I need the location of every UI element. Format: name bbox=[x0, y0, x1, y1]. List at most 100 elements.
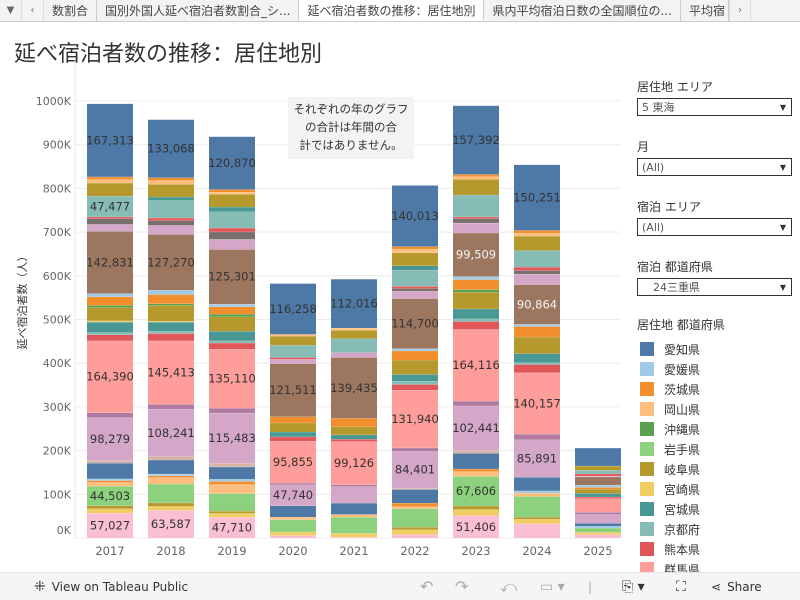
bar-segment[interactable] bbox=[209, 206, 255, 212]
bar-segment[interactable] bbox=[87, 513, 133, 538]
bar-segment[interactable] bbox=[209, 340, 255, 343]
filter-dropdown[interactable]: (All) ▼ bbox=[637, 218, 792, 236]
bar-segment[interactable] bbox=[87, 196, 133, 217]
bar-segment[interactable] bbox=[148, 322, 194, 332]
tab-2[interactable]: 国別外国人延べ宿泊者数割合_シ... bbox=[97, 0, 300, 21]
bar-segment[interactable] bbox=[453, 276, 499, 280]
bar-segment[interactable] bbox=[87, 296, 133, 306]
bar-segment[interactable] bbox=[87, 482, 133, 487]
bar-segment[interactable] bbox=[270, 436, 316, 442]
bar-segment[interactable] bbox=[392, 534, 438, 538]
bar-segment[interactable] bbox=[514, 364, 560, 373]
bar-segment[interactable] bbox=[87, 179, 133, 183]
bar-segment[interactable] bbox=[148, 502, 194, 507]
legend-item[interactable]: 岡山県 bbox=[637, 399, 792, 419]
bar-segment[interactable] bbox=[209, 316, 255, 332]
bar-segment[interactable] bbox=[392, 249, 438, 253]
bar-segment[interactable] bbox=[514, 362, 560, 365]
bar-segment[interactable] bbox=[270, 483, 316, 485]
bar-segment[interactable] bbox=[270, 283, 316, 335]
legend-item[interactable]: 愛知県 bbox=[637, 339, 792, 359]
bar-segment[interactable] bbox=[209, 192, 255, 195]
bar-segment[interactable] bbox=[270, 363, 316, 417]
bar-segment[interactable] bbox=[87, 480, 133, 483]
bar-segment[interactable] bbox=[392, 291, 438, 299]
bar-segment[interactable] bbox=[392, 451, 438, 489]
bar-segment[interactable] bbox=[148, 303, 194, 306]
bar-segment[interactable] bbox=[575, 485, 621, 488]
bar-segment[interactable] bbox=[575, 465, 621, 471]
bar-segment[interactable] bbox=[331, 418, 377, 427]
bar-segment[interactable] bbox=[148, 217, 194, 221]
bar-segment[interactable] bbox=[270, 416, 316, 423]
bar-segment[interactable] bbox=[453, 216, 499, 219]
filter-dropdown[interactable]: (All) ▼ bbox=[637, 158, 792, 176]
bar-segment[interactable] bbox=[392, 265, 438, 271]
bar-segment[interactable] bbox=[392, 270, 438, 287]
bar-segment[interactable] bbox=[87, 460, 133, 464]
bar-segment[interactable] bbox=[331, 486, 377, 504]
bar-segment[interactable] bbox=[148, 475, 194, 478]
bar-segment[interactable] bbox=[575, 470, 621, 474]
bar-segment[interactable] bbox=[209, 479, 255, 482]
bar-segment[interactable] bbox=[331, 517, 377, 534]
bar-segment[interactable] bbox=[148, 290, 194, 295]
bar-segment[interactable] bbox=[453, 289, 499, 293]
bar-segment[interactable] bbox=[453, 318, 499, 322]
bar-segment[interactable] bbox=[575, 496, 621, 499]
bar-segment[interactable] bbox=[148, 331, 194, 334]
revert-icon[interactable]: ⤺ bbox=[500, 576, 518, 596]
bar-segment[interactable] bbox=[148, 404, 194, 410]
bar-segment[interactable] bbox=[453, 401, 499, 406]
tab-1[interactable]: 数割合 bbox=[44, 0, 98, 21]
bar-segment[interactable] bbox=[209, 481, 255, 485]
bar-segment[interactable] bbox=[87, 478, 133, 481]
bar-segment[interactable] bbox=[514, 284, 560, 325]
bar-segment[interactable] bbox=[209, 211, 255, 228]
bar-segment[interactable] bbox=[270, 505, 316, 518]
bar-segment[interactable] bbox=[392, 380, 438, 385]
tab-3-active[interactable]: 延べ宿泊者数の推移：居住地別 bbox=[299, 0, 485, 21]
bar-segment[interactable] bbox=[148, 234, 194, 291]
bar-segment[interactable] bbox=[87, 218, 133, 225]
bar-segment[interactable] bbox=[514, 270, 560, 275]
bar-segment[interactable] bbox=[575, 475, 621, 477]
bar-segment[interactable] bbox=[514, 324, 560, 327]
bar-segment[interactable] bbox=[148, 119, 194, 178]
bar-segment[interactable] bbox=[209, 136, 255, 190]
bar-segment[interactable] bbox=[209, 484, 255, 494]
bar-segment[interactable] bbox=[148, 177, 194, 181]
bar-segment[interactable] bbox=[575, 534, 621, 538]
bar-segment[interactable] bbox=[148, 305, 194, 322]
bar-segment[interactable] bbox=[87, 322, 133, 333]
bar-segment[interactable] bbox=[270, 519, 316, 532]
bar-segment[interactable] bbox=[575, 489, 621, 494]
bar-segment[interactable] bbox=[331, 426, 377, 435]
bar-segment[interactable] bbox=[148, 200, 194, 218]
bar-segment[interactable] bbox=[148, 510, 194, 538]
tab-5[interactable]: 平均宿 bbox=[681, 0, 729, 21]
bar-segment[interactable] bbox=[148, 483, 194, 503]
bar-segment[interactable] bbox=[331, 330, 377, 339]
bar-segment[interactable] bbox=[148, 459, 194, 474]
bar-segment[interactable] bbox=[209, 463, 255, 467]
bar-segment[interactable] bbox=[514, 230, 560, 233]
bar-segment[interactable] bbox=[453, 222, 499, 233]
bar-segment[interactable] bbox=[209, 331, 255, 341]
bar-segment[interactable] bbox=[270, 359, 316, 364]
bar-segment[interactable] bbox=[209, 513, 255, 518]
bar-segment[interactable] bbox=[514, 492, 560, 497]
bar-segment[interactable] bbox=[87, 182, 133, 197]
bar-segment[interactable] bbox=[514, 372, 560, 435]
legend-item[interactable]: 沖縄県 bbox=[637, 419, 792, 439]
bar-segment[interactable] bbox=[209, 249, 255, 305]
legend-item[interactable]: 京都府 bbox=[637, 519, 792, 539]
bar-segment[interactable] bbox=[575, 473, 621, 476]
bar-segment[interactable] bbox=[331, 352, 377, 358]
bar-segment[interactable] bbox=[514, 519, 560, 524]
bar-segment[interactable] bbox=[148, 473, 194, 476]
filter-dropdown[interactable]: 5 東海 ▼ bbox=[637, 98, 792, 116]
tabs-menu-icon[interactable]: ▼ bbox=[0, 0, 22, 21]
bar-segment[interactable] bbox=[575, 476, 621, 486]
bar-segment[interactable] bbox=[148, 184, 194, 197]
